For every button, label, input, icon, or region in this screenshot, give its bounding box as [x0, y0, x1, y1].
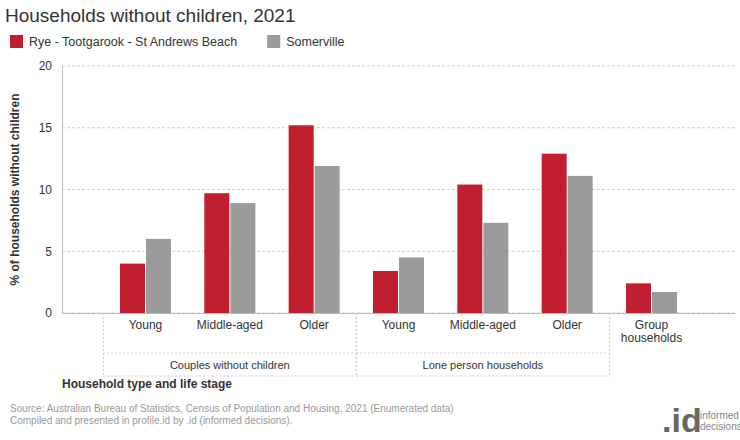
- group-separator: [356, 313, 357, 376]
- grid-line: [62, 127, 735, 128]
- y-tick: 10: [39, 183, 62, 197]
- y-tick-label: 5: [45, 245, 52, 259]
- logo-text: informeddecisions: [700, 410, 740, 432]
- x-tick: Older: [552, 313, 581, 332]
- bar: [542, 154, 567, 313]
- bar: [204, 193, 229, 313]
- bar: [146, 239, 171, 313]
- x-tick-label: Older: [299, 318, 328, 332]
- x-tick: Middle-aged: [450, 313, 516, 332]
- x-tick: Grouphouseholds: [621, 313, 682, 345]
- y-tick-label: 0: [45, 306, 52, 320]
- x-tick: Older: [299, 313, 328, 332]
- y-tick-label: 20: [39, 59, 53, 73]
- x-tick: Young: [382, 313, 416, 332]
- x-tick-label: Young: [129, 318, 163, 332]
- bar: [373, 271, 398, 313]
- bar: [289, 125, 314, 313]
- bar: [483, 223, 508, 313]
- group-label: Lone person households: [423, 359, 544, 371]
- bar: [626, 283, 651, 313]
- y-axis-line: [62, 67, 63, 314]
- x-axis-title: Household type and life stage: [62, 377, 232, 391]
- y-axis-title: % of households without children: [8, 94, 22, 286]
- group-separator: [356, 313, 357, 376]
- legend-label: Rye - Tootgarook - St Andrews Beach: [29, 35, 237, 49]
- bar: [457, 185, 482, 313]
- x-tick: Young: [129, 313, 163, 332]
- y-tick: 5: [45, 245, 62, 259]
- source: Compiled and presented in profile.id by …: [10, 415, 292, 426]
- x-tick-label: Middle-aged: [450, 318, 516, 332]
- bars: [120, 125, 677, 313]
- grid-line: [62, 189, 735, 190]
- group-rule: [103, 353, 356, 354]
- x-tick-label: Young: [382, 318, 416, 332]
- group-labels: Couples without children Lone person hous…: [103, 313, 609, 376]
- bar: [230, 203, 255, 313]
- x-axis: Young Middle-aged Older Young Middle-aged Old…: [63, 313, 736, 345]
- bar: [652, 292, 677, 313]
- y-tick-label: 15: [39, 121, 53, 135]
- group-separator: [103, 313, 104, 376]
- y-tick: 15: [39, 121, 62, 135]
- legend: Rye - Tootgarook - St Andrews Beach Somer…: [10, 35, 345, 49]
- grid-line: [62, 66, 735, 67]
- legend-label: Somerville: [286, 35, 344, 49]
- grid: [62, 66, 735, 313]
- x-tick: Middle-aged: [197, 313, 263, 332]
- logo: .id: [662, 401, 702, 439]
- chart: Households without children, 2021 Rye - T…: [0, 0, 740, 440]
- bar: [120, 264, 145, 313]
- source: Source: Australian Bureau of Statistics,…: [10, 403, 454, 414]
- x-axis-line: [63, 313, 736, 314]
- bar: [568, 176, 593, 313]
- bar: [399, 257, 424, 313]
- y-tick-label: 10: [39, 183, 53, 197]
- group-rule: [356, 376, 609, 377]
- group-rule: [356, 353, 609, 354]
- legend-swatch: [10, 35, 23, 48]
- title: Households without children, 2021: [5, 5, 295, 26]
- x-tick-label: Middle-aged: [197, 318, 263, 332]
- bar: [315, 166, 340, 313]
- x-tick-label: Grouphouseholds: [621, 318, 682, 346]
- x-tick-label: Older: [552, 318, 581, 332]
- y-axis: 0 5 10 15 20: [39, 59, 63, 320]
- legend-swatch: [267, 35, 280, 48]
- y-tick: 0: [45, 306, 62, 320]
- y-tick: 20: [39, 59, 62, 73]
- group-separator: [609, 313, 610, 376]
- group-label: Couples without children: [170, 359, 290, 371]
